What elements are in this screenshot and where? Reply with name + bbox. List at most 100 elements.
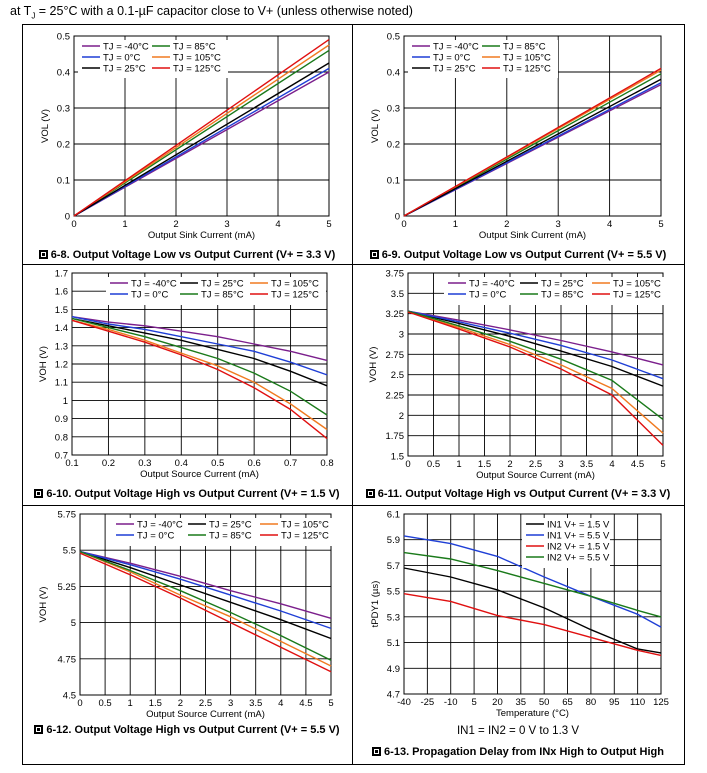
y-tick-label: 4.7: [387, 690, 400, 701]
legend-entry: IN1 V+ = 1.5 V: [547, 520, 610, 531]
x-tick-label: 1: [122, 219, 127, 230]
series-line: [407, 310, 664, 366]
grid-divider: [22, 764, 685, 765]
series-line: [403, 567, 662, 654]
figure-icon: [372, 747, 382, 756]
series-line: [71, 317, 328, 387]
x-tick-label: 80: [586, 697, 597, 708]
x-tick-label: 1: [453, 219, 458, 230]
series-line: [403, 551, 662, 618]
legend-entry: TJ = 25°C: [201, 279, 244, 290]
legend-box: [522, 518, 610, 568]
x-axis-label: Output Source Current (mA): [140, 469, 259, 480]
y-tick-label: 0.4: [57, 68, 70, 79]
legend-entry: TJ = 25°C: [433, 64, 476, 75]
plot-frame: [71, 272, 328, 456]
x-tick-label: 1.5: [149, 698, 162, 709]
x-tick-label: 2: [504, 219, 509, 230]
x-tick-label: 35: [516, 697, 527, 708]
x-tick-label: -25: [420, 697, 434, 708]
y-tick-label: 0.8: [55, 432, 68, 443]
x-tick-label: 4: [607, 219, 612, 230]
legend-box: [444, 277, 666, 305]
series-line: [71, 316, 328, 362]
x-tick-label: 5: [326, 219, 331, 230]
legend-entry: TJ = -40°C: [433, 42, 479, 53]
x-tick-label: 0.4: [175, 458, 188, 469]
series-line: [403, 593, 662, 657]
figure-6-11: 0 0.5 1 1.5 2 2.5 3 3.5 4 4.5 5 1.5 1.75 2 2.25 2.5 2.75…: [352, 264, 684, 505]
figure-icon: [38, 250, 48, 259]
grid-divider: [22, 505, 685, 506]
x-tick-label: 3.5: [580, 459, 593, 470]
figure-icon: [365, 489, 375, 498]
legend-entry: TJ = 0°C: [131, 290, 168, 301]
legend-entry: TJ = -40°C: [469, 279, 515, 290]
x-axis-label: Output Sink Current (mA): [479, 230, 586, 241]
legend-entry: TJ = 25°C: [541, 279, 584, 290]
y-tick-label: 1.75: [386, 431, 405, 442]
x-tick-label: 4.5: [631, 459, 644, 470]
y-tick-label: 3.25: [386, 309, 405, 320]
legend-entry: TJ = 125°C: [173, 64, 221, 75]
series-line: [73, 39, 330, 217]
x-tick-label: 0.6: [248, 458, 261, 469]
y-tick-label: 0.5: [387, 32, 400, 43]
x-tick-label: 0.5: [98, 698, 111, 709]
x-tick-label: 2.5: [199, 698, 212, 709]
x-tick-label: 3: [228, 698, 233, 709]
legend-entry: IN2 V+ = 1.5 V: [547, 542, 610, 553]
x-tick-label: 0.5: [427, 459, 440, 470]
chart-6-8: 0 1 2 3 4 5 0 0.1 0.2 0.3 0.4 0.5 Output Sink Curren…: [40, 32, 332, 242]
x-tick-label: 2: [178, 698, 183, 709]
x-axis-label: Output Sink Current (mA): [148, 230, 255, 241]
legend-box: [106, 277, 326, 305]
legend-entry: TJ = 85°C: [173, 42, 216, 53]
y-tick-label: 2: [399, 411, 404, 422]
legend-entry: TJ = 105°C: [173, 53, 221, 64]
chart-6-13: -40 -25 -10 5 20 35 50 65 80 95 110 125 4.7 4.9 5.1 5.3…: [370, 510, 669, 720]
x-tick-label: 125: [653, 697, 669, 708]
legend-entry: TJ = 0°C: [433, 53, 470, 64]
x-tick-label: 3.5: [249, 698, 262, 709]
y-axis-label: VOH (V): [38, 587, 49, 623]
series-line: [79, 550, 332, 630]
x-axis-label: Output Source Current (mA): [476, 470, 595, 481]
figure-icon: [34, 489, 44, 498]
x-tick-label: 4: [278, 698, 283, 709]
legend-entry: TJ = 0°C: [137, 531, 174, 542]
figure-caption: 6-8. Output Voltage Low vs Output Curren…: [22, 249, 352, 261]
legend-entry: TJ = 85°C: [201, 290, 244, 301]
series-line: [79, 550, 332, 661]
legend-entry: IN1 V+ = 5.5 V: [547, 531, 610, 542]
series-line: [71, 317, 328, 416]
y-tick-label: 1.7: [55, 269, 68, 280]
x-tick-label: 0: [77, 698, 82, 709]
y-tick-label: 0: [395, 212, 400, 223]
y-tick-label: 0.4: [387, 68, 400, 79]
x-tick-label: 2: [507, 459, 512, 470]
y-tick-label: 3.5: [391, 289, 404, 300]
plot-frame: [79, 513, 332, 696]
series-line: [403, 67, 662, 217]
grid-divider: [684, 24, 685, 764]
y-tick-label: 5.75: [58, 510, 77, 521]
x-tick-label: 4: [275, 219, 280, 230]
series-line: [403, 78, 662, 217]
series-line: [403, 535, 662, 628]
x-tick-label: 0.5: [211, 458, 224, 469]
x-tick-label: 5: [328, 698, 333, 709]
legend-entry: TJ = 85°C: [503, 42, 546, 53]
y-tick-label: 0.3: [57, 104, 70, 115]
series-line: [71, 316, 328, 376]
x-tick-label: 2: [173, 219, 178, 230]
x-tick-label: 0.3: [138, 458, 151, 469]
x-tick-label: -40: [397, 697, 411, 708]
x-tick-label: 20: [492, 697, 503, 708]
grid-divider: [352, 24, 353, 764]
chart-6-10: 0.1 0.2 0.3 0.4 0.5 0.6 0.7 0.8 0.7 0.8 0.9 1 1.1 1.2…: [38, 269, 334, 481]
y-tick-label: 6.1: [387, 510, 400, 521]
chart-6-9: 0 1 2 3 4 5 0 0.1 0.2 0.3 0.4 0.5 Output Sink Curren…: [370, 32, 664, 242]
y-tick-label: 1.1: [55, 378, 68, 389]
x-tick-label: 3: [224, 219, 229, 230]
